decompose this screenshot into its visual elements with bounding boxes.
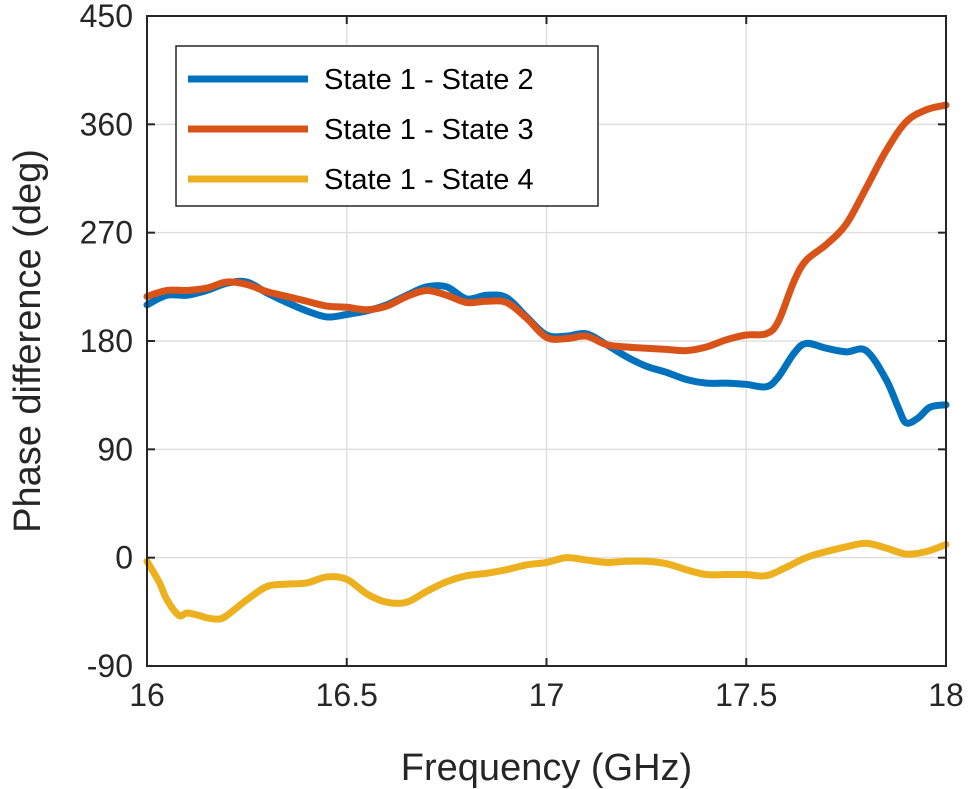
x-tick-label: 18 [928, 677, 964, 713]
series-lines [143, 101, 950, 623]
legend-entry-1: State 1 - State 2 [324, 64, 534, 96]
series-line-2 [143, 101, 950, 355]
legend: State 1 - State 2 State 1 - State 3 State … [175, 45, 599, 207]
y-tick-labels: -90 0 90 180 270 360 450 [80, 0, 946, 684]
y-tick-label: 90 [97, 431, 133, 467]
x-tick-label: 16.5 [316, 677, 378, 713]
y-tick-label: 450 [80, 0, 133, 34]
y-axis-label: Phase difference (deg) [7, 149, 49, 533]
y-tick-label: -90 [87, 648, 133, 684]
x-tick-label: 16 [129, 677, 165, 713]
x-axis-label: Frequency (GHz) [401, 747, 692, 789]
y-tick-label: 360 [80, 106, 133, 142]
legend-entry-3: State 1 - State 4 [324, 164, 534, 196]
x-tick-label: 17.5 [715, 677, 777, 713]
x-tick-labels: 16 16.5 17 17.5 18 [129, 16, 964, 713]
legend-entry-2: State 1 - State 3 [324, 114, 534, 146]
y-tick-label: 180 [80, 323, 133, 359]
y-tick-label: 270 [80, 215, 133, 251]
x-tick-label: 17 [529, 677, 565, 713]
series-line-3 [143, 539, 950, 623]
y-tick-label: 0 [115, 540, 133, 576]
